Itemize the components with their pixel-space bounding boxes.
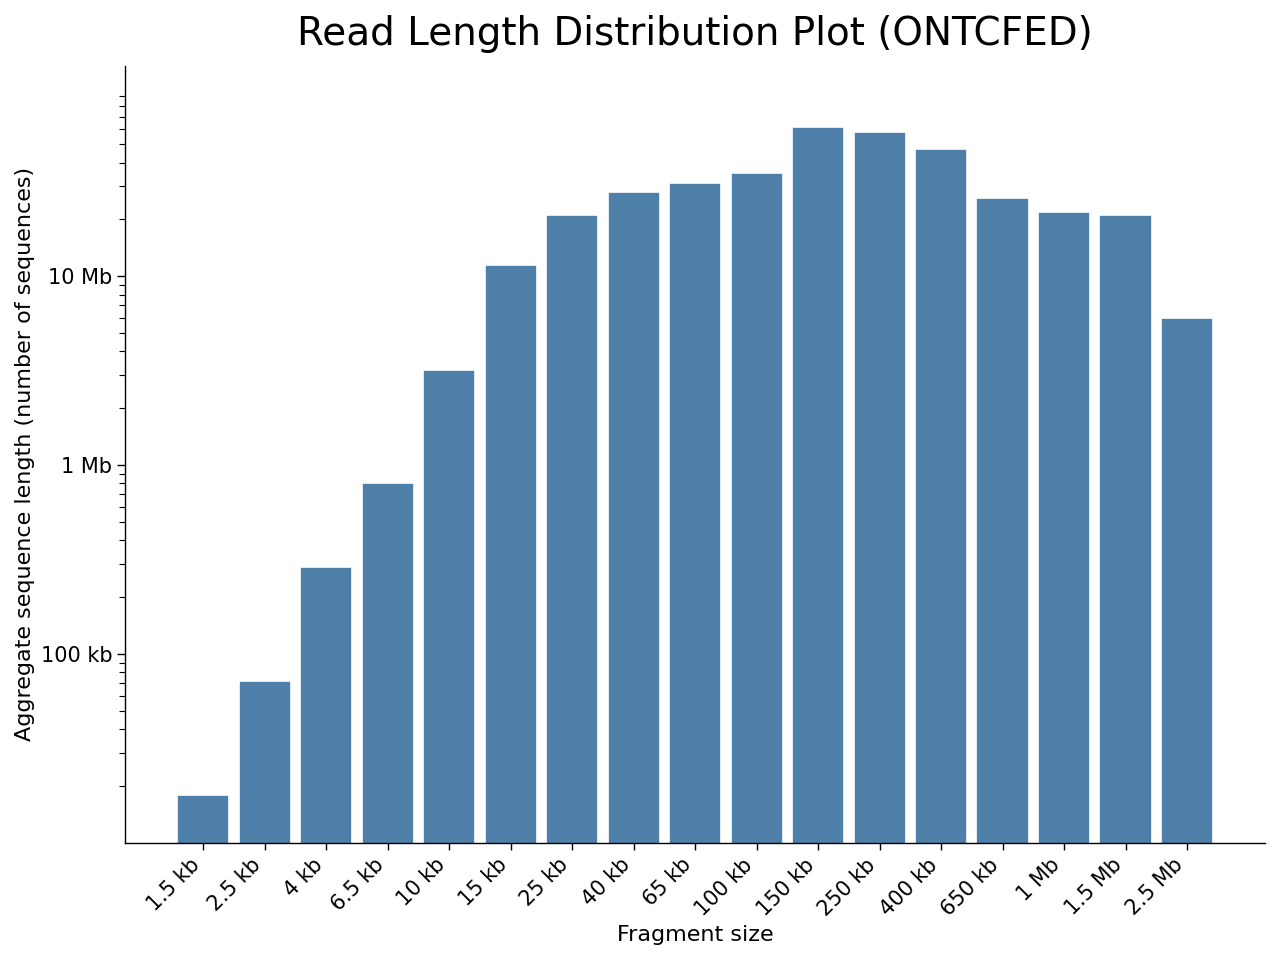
Bar [362,483,413,960]
Bar [1100,215,1152,960]
Bar [854,132,906,960]
Bar [731,174,783,960]
Bar [485,265,536,960]
X-axis label: Fragment size: Fragment size [617,925,773,945]
Bar [608,192,659,960]
Y-axis label: Aggregate sequence length (number of sequences): Aggregate sequence length (number of seq… [15,167,35,741]
Bar [238,681,291,960]
Bar [300,566,352,960]
Title: Read Length Distribution Plot (ONTCFED): Read Length Distribution Plot (ONTCFED) [297,15,1093,53]
Bar [1161,318,1213,960]
Bar [177,795,229,960]
Bar [977,198,1029,960]
Bar [915,149,968,960]
Bar [669,183,722,960]
Bar [1038,211,1091,960]
Bar [424,370,475,960]
Bar [547,215,598,960]
Bar [792,127,845,960]
